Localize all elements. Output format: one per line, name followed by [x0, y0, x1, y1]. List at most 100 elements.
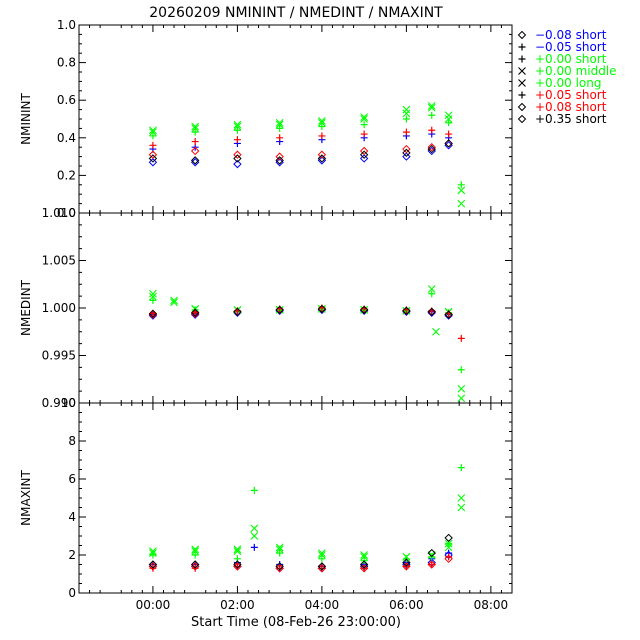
data-point	[317, 562, 327, 571]
data-point	[402, 553, 411, 561]
x-tick-label: 08:00	[474, 598, 509, 612]
legend-label: +0.08 short	[535, 100, 607, 114]
series--0-00-middle	[149, 494, 466, 561]
series--0-00-short	[149, 111, 465, 189]
data-point	[190, 309, 200, 318]
y-tick-label: 0.0	[57, 206, 76, 220]
legend-item: +0.00 short	[518, 52, 607, 66]
data-point	[444, 139, 453, 148]
legend-marker	[518, 67, 526, 75]
legend-marker	[518, 79, 526, 87]
data-point	[359, 305, 369, 315]
data-point	[250, 524, 259, 533]
data-point	[432, 327, 440, 336]
series--0-35-short	[148, 533, 453, 571]
data-point	[444, 543, 453, 552]
data-point	[428, 126, 436, 134]
y-tick-label: 8	[68, 434, 76, 448]
y-tick-label: 1.010	[42, 206, 76, 220]
data-point	[444, 554, 453, 564]
data-point	[233, 560, 242, 569]
data-point	[275, 118, 284, 127]
legend-marker	[518, 91, 526, 99]
data-point	[428, 561, 436, 568]
data-point	[149, 132, 157, 140]
data-point	[148, 309, 158, 318]
legend-label: +0.00 long	[535, 76, 602, 90]
data-point	[427, 142, 436, 152]
y-tick-label: 1.0	[57, 18, 76, 32]
data-point	[250, 543, 258, 551]
data-point	[149, 141, 157, 149]
data-point	[360, 551, 369, 559]
legend-marker	[517, 114, 527, 124]
data-point	[190, 146, 200, 156]
data-point	[427, 101, 436, 110]
data-point	[317, 154, 327, 163]
series--0-00-middle	[149, 103, 466, 195]
data-point	[191, 545, 200, 554]
data-point	[233, 307, 242, 317]
data-point	[233, 122, 242, 131]
legend-item: +0.00 long	[518, 76, 602, 90]
data-point	[402, 109, 411, 118]
panel-nmaxint: 0 2 4 6 8 10 00:00 02:00 04:00 06:00 08:00 NMAXINT	[19, 396, 513, 612]
data-point	[444, 310, 453, 319]
data-point	[191, 128, 199, 136]
data-point	[148, 150, 158, 159]
data-point	[276, 124, 284, 132]
data-point	[250, 486, 258, 494]
data-point	[190, 156, 200, 165]
legend-item: +0.08 short	[517, 100, 607, 114]
data-point	[445, 119, 453, 127]
panel-nminint: 0.0 0.2 0.4 0.6 0.8 1.0 NMININT	[19, 18, 513, 220]
series--0-00-long	[149, 101, 466, 208]
data-point	[233, 547, 242, 556]
data-point	[317, 304, 327, 314]
data-point	[457, 181, 465, 189]
data-point	[360, 130, 368, 138]
legend-item: −0.08 short	[517, 28, 607, 42]
data-point	[318, 118, 326, 127]
data-point	[427, 144, 436, 154]
data-point	[275, 562, 284, 571]
x-tick-label: 06:00	[389, 598, 424, 612]
y-tick-label: 2	[68, 548, 76, 562]
data-point	[275, 543, 284, 552]
data-point	[318, 123, 326, 131]
y-tick-label: 1.005	[42, 254, 76, 268]
series--0-00-long	[149, 503, 466, 561]
chart-title: 20260209 NMININT / NMEDINT / NMAXINT	[149, 5, 443, 21]
data-point	[148, 310, 158, 319]
data-point	[427, 103, 436, 112]
legend-label: +0.00 short	[535, 52, 607, 66]
data-point	[148, 158, 158, 167]
legend-marker	[518, 43, 526, 51]
data-point	[191, 122, 200, 131]
legend-marker	[518, 55, 526, 63]
data-point	[149, 292, 157, 301]
legend-item: +0.05 short	[518, 88, 607, 102]
legend-item: +0.00 middle	[518, 64, 617, 78]
panels: 0.0 0.2 0.4 0.6 0.8 1.0 NMININT 0.990 0.995 1.000…	[19, 18, 513, 612]
data-point	[359, 154, 369, 163]
data-point	[360, 113, 369, 122]
y-tick-label: 0.2	[57, 168, 76, 182]
data-point	[276, 564, 284, 572]
y-axis-label: NMEDINT	[19, 279, 33, 336]
data-point	[190, 560, 200, 569]
data-point	[233, 159, 242, 169]
series--0-05-short	[149, 126, 453, 149]
data-point	[457, 334, 465, 342]
data-point	[233, 154, 242, 163]
legend-label: −0.08 short	[535, 28, 607, 42]
data-point	[427, 285, 436, 293]
data-point	[170, 296, 178, 305]
data-point	[428, 290, 436, 298]
data-point	[170, 298, 178, 307]
data-point	[359, 560, 369, 569]
data-point	[402, 562, 411, 571]
legend-item: −0.05 short	[518, 40, 607, 54]
